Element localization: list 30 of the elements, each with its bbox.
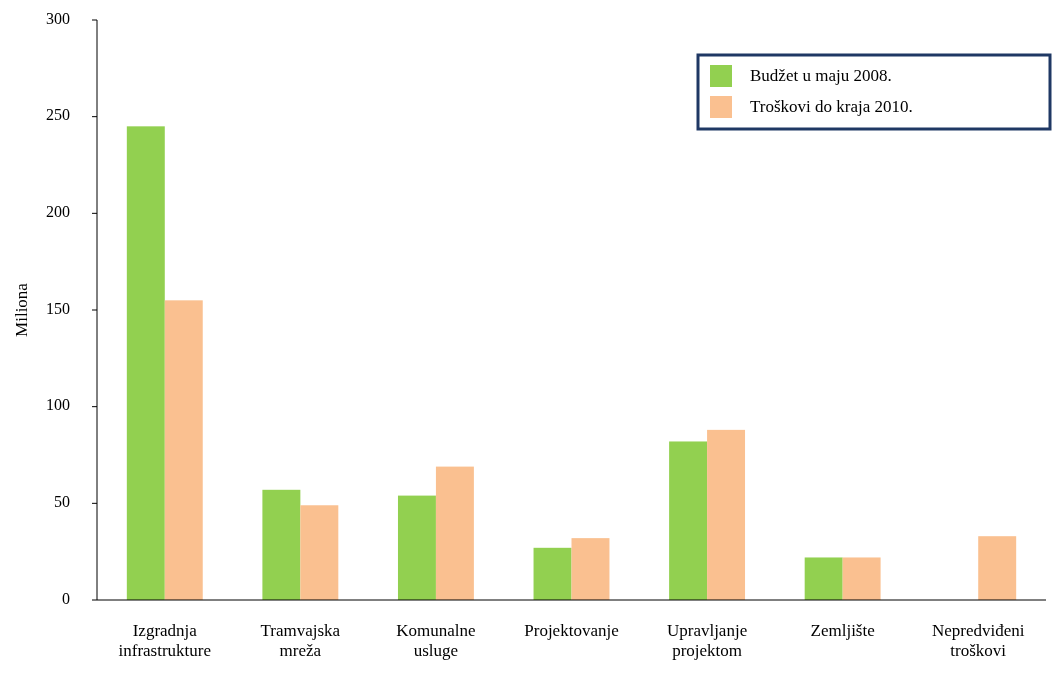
bar xyxy=(571,538,610,600)
bar xyxy=(842,557,881,600)
y-tick-label: 0 xyxy=(62,589,70,607)
x-tick-label: Izgradnja infrastrukture xyxy=(118,621,212,660)
bar xyxy=(300,505,339,600)
x-tick-label: Komunalne usluge xyxy=(396,621,476,660)
y-tick-label: 200 xyxy=(46,203,70,221)
bar xyxy=(397,495,436,600)
x-tick-label: Zemljište xyxy=(810,621,875,640)
legend-label: Troškovi do kraja 2010. xyxy=(750,96,913,116)
x-tick-label: Nepredviđeni troškovi xyxy=(931,621,1025,660)
bar xyxy=(262,489,301,600)
bar xyxy=(164,300,203,600)
bar xyxy=(126,126,165,600)
bar xyxy=(435,466,474,600)
y-axis-title: Miliona xyxy=(12,282,31,337)
bar xyxy=(707,429,746,600)
legend-label: Budžet u maju 2008. xyxy=(750,65,892,85)
x-tick-label: Upravljanje projektom xyxy=(666,621,748,660)
bar xyxy=(669,441,708,600)
x-tick-label: Tramvajska mreža xyxy=(260,621,341,660)
bar xyxy=(804,557,843,600)
y-tick-label: 300 xyxy=(46,9,70,27)
bar xyxy=(533,547,572,600)
y-tick-label: 250 xyxy=(46,106,70,124)
y-tick-label: 150 xyxy=(46,299,70,317)
y-tick-label: 50 xyxy=(54,493,70,511)
y-tick-label: 100 xyxy=(46,396,70,414)
x-tick-label: Projektovanje xyxy=(524,621,619,640)
bar xyxy=(978,536,1017,600)
